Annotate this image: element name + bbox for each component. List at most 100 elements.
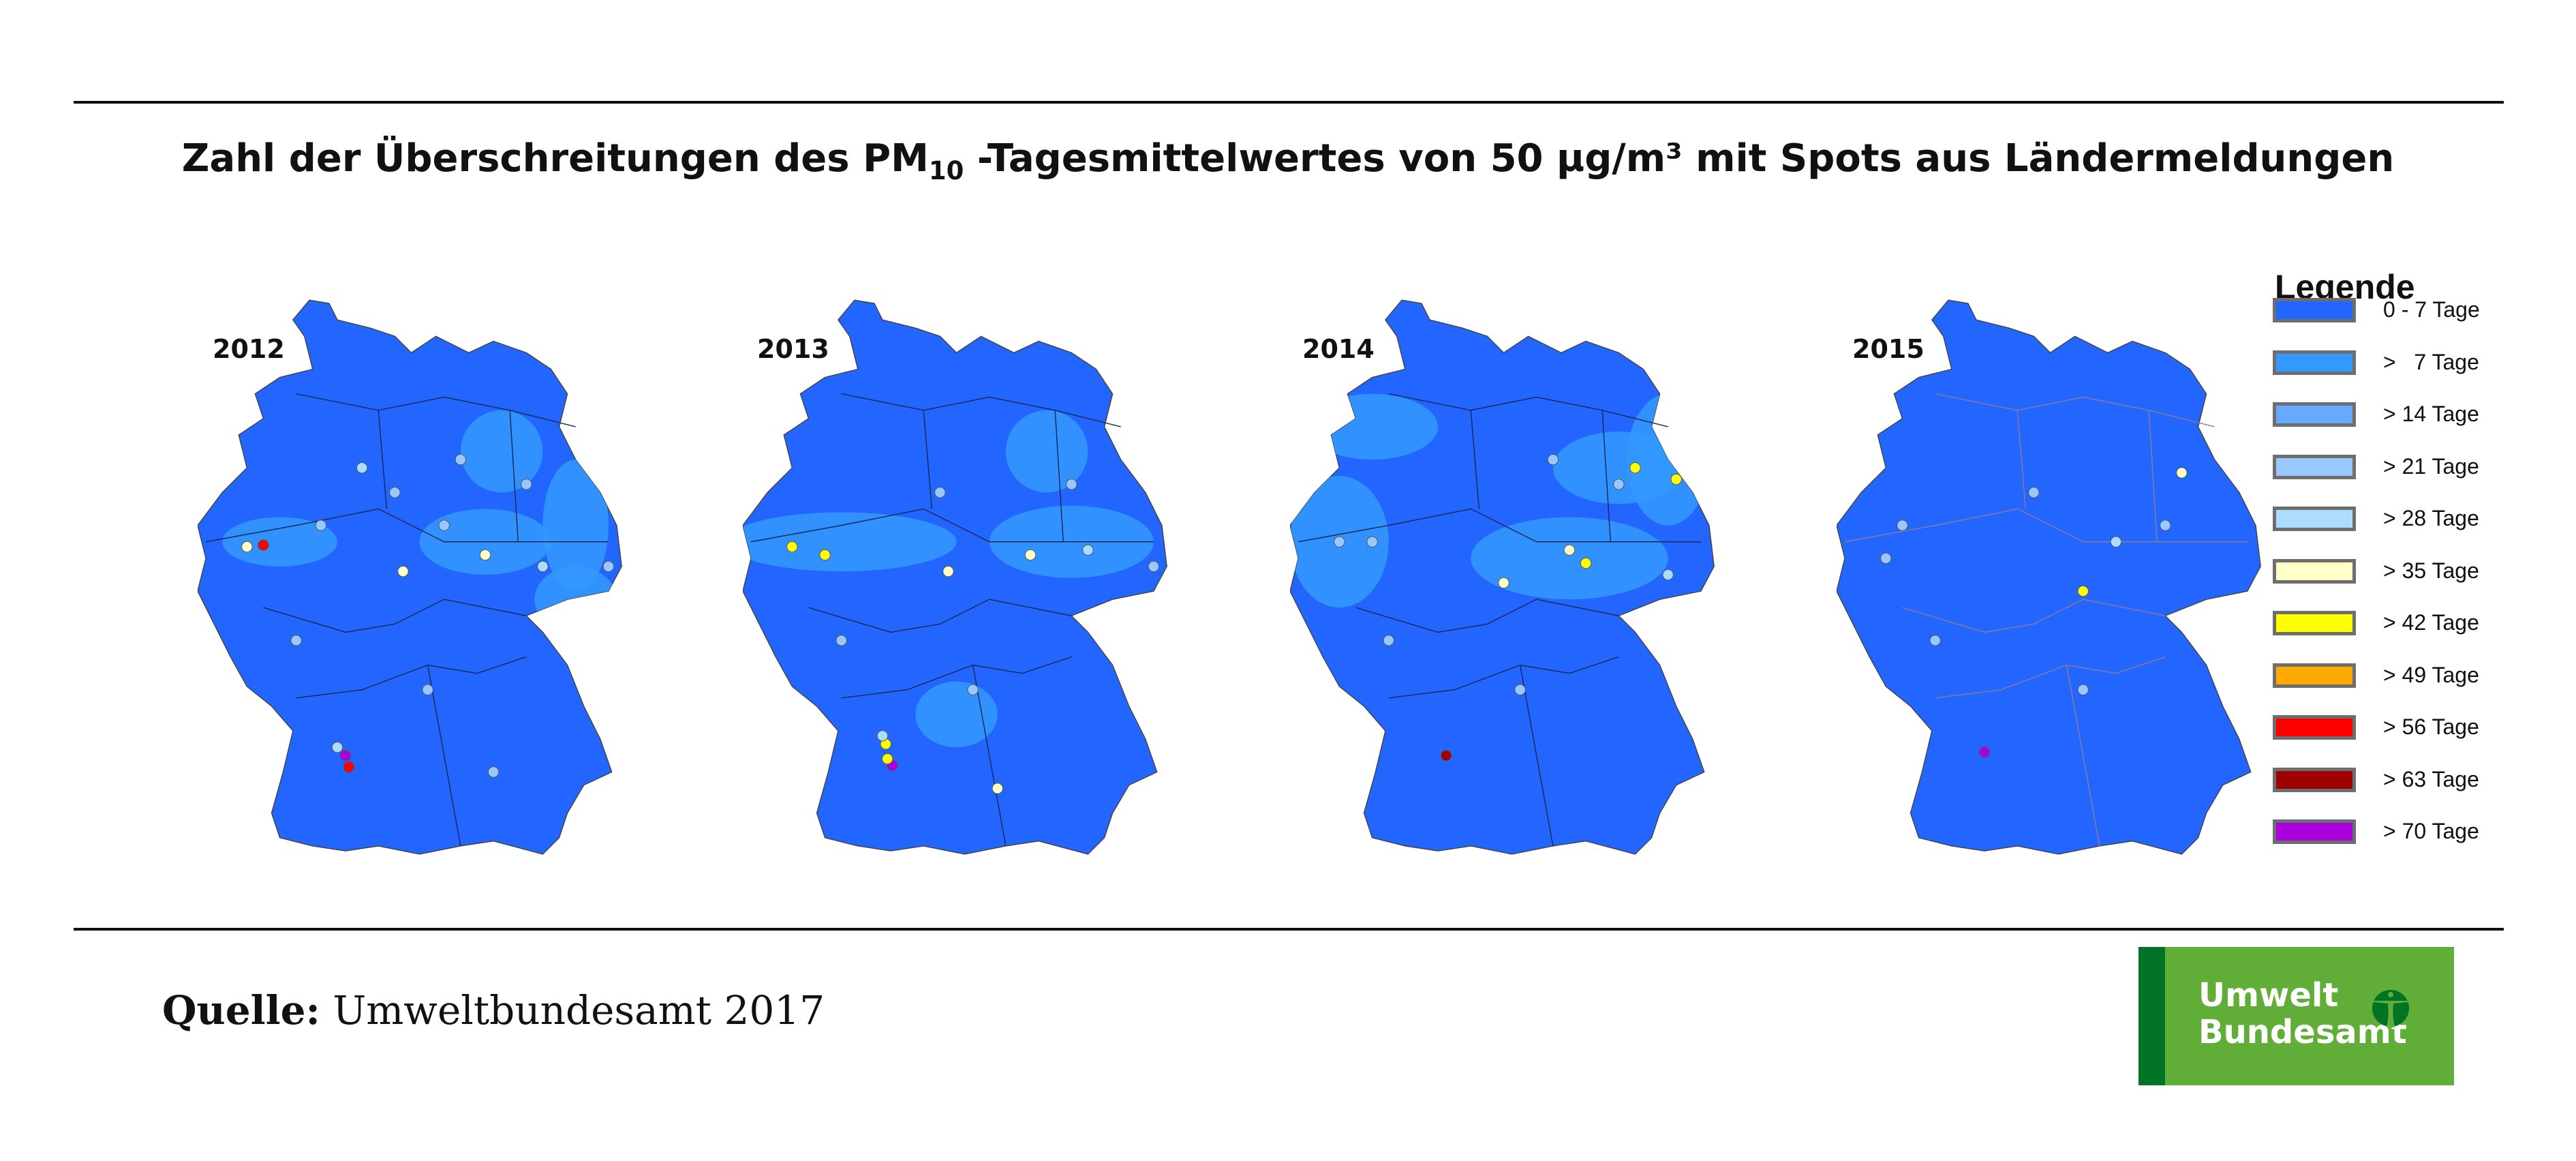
measurement-spot: [1334, 536, 1345, 547]
top-rule: [74, 101, 2504, 104]
measurement-spot: [1897, 519, 1908, 531]
legend-swatch: [2273, 767, 2356, 792]
measurement-spot: [1629, 462, 1641, 474]
legend-label: > 28 Tage: [2383, 506, 2479, 530]
germany-map: [743, 299, 1167, 855]
measurement-spot: [339, 750, 352, 762]
state-border: [1601, 410, 1611, 542]
legend-swatch: [2273, 558, 2356, 584]
legend-swatch: [2273, 819, 2356, 844]
map-2015: [1837, 295, 2264, 862]
state-border: [923, 410, 933, 509]
logo-bar: [2138, 947, 2165, 1085]
state-border: [296, 393, 576, 427]
state-border: [808, 599, 1072, 633]
source-note: Quelle: Umweltbundesamt 2017: [162, 987, 825, 1034]
state-border: [750, 508, 1154, 543]
logo-text: Umwelt Bundesamt: [2198, 977, 2407, 1051]
state-border: [2148, 410, 2158, 542]
measurement-spot: [1613, 479, 1625, 490]
elevated-area: [1005, 410, 1088, 493]
measurement-spot: [1498, 577, 1509, 589]
measurement-spot: [2110, 536, 2122, 547]
state-border: [2017, 410, 2027, 509]
elevated-area: [1306, 393, 1439, 460]
legend-swatch: [2273, 454, 2356, 479]
measurement-spot: [1148, 560, 1160, 573]
legend-item: > 56 Tage: [2273, 714, 2479, 740]
elevated-area: [542, 459, 609, 592]
measurement-spot: [2176, 467, 2188, 479]
measurement-spot: [356, 462, 368, 474]
state-border: [1844, 508, 2248, 543]
elevated-area: [743, 512, 957, 572]
legend-label: > 21 Tage: [2383, 453, 2479, 479]
legend-swatch: [2273, 611, 2356, 635]
measurement-spot: [479, 549, 491, 561]
year-label-2015: 2015: [1852, 334, 1925, 364]
legend-swatch: [2273, 402, 2356, 427]
measurement-spot: [455, 453, 467, 466]
measurement-spot: [1662, 569, 1674, 581]
umweltbundesamt-logo: Umwelt Bundesamt: [2138, 947, 2454, 1085]
legend-item: > 70 Tage: [2273, 819, 2479, 844]
legend-swatch: [2273, 507, 2356, 531]
measurement-spot: [1929, 635, 1941, 646]
germany-map: [198, 299, 622, 855]
legend-swatch: [2273, 663, 2356, 688]
state-border: [1935, 393, 2215, 427]
measurement-spot: [876, 730, 889, 742]
state-border: [1298, 508, 1701, 543]
logo-line2: Bundesamt: [2198, 1013, 2407, 1051]
state-border: [841, 393, 1121, 427]
source-text: Umweltbundesamt 2017: [320, 987, 825, 1034]
legend-item: > 28 Tage: [2273, 506, 2479, 531]
legend-label: > 56 Tage: [2383, 714, 2479, 739]
state-border: [1388, 393, 1668, 427]
state-border: [205, 508, 609, 543]
legend-item: > 49 Tage: [2273, 663, 2479, 688]
legend-label: > 14 Tage: [2383, 402, 2479, 426]
bottom-rule: [74, 928, 2504, 931]
elevated-areas: [743, 410, 1154, 748]
elevated-areas: [222, 410, 617, 633]
title-subscript: 10: [928, 156, 964, 186]
legend-label: > 49 Tage: [2383, 662, 2479, 687]
legend-label: > 63 Tage: [2383, 766, 2479, 791]
state-border: [1902, 599, 2166, 633]
measurement-spot: [397, 565, 409, 577]
germany-map: [1837, 299, 2261, 855]
source-label: Quelle:: [162, 987, 320, 1034]
measurement-spot: [882, 753, 893, 765]
measurement-spot: [942, 565, 954, 577]
measurement-spot: [786, 541, 798, 553]
measurement-spot: [2077, 585, 2089, 597]
measurement-spot: [2077, 684, 2089, 695]
state-border: [296, 656, 527, 699]
measurement-spot: [343, 761, 355, 773]
measurement-spot: [1670, 473, 1682, 485]
state-border: [972, 665, 1007, 847]
legend-item: > 63 Tage: [2273, 767, 2479, 792]
measurement-spot: [438, 519, 450, 531]
elevated-area: [1471, 517, 1668, 600]
country-area: [1837, 299, 2261, 855]
measurement-spot: [1978, 747, 1991, 758]
map-2013: [743, 295, 1170, 862]
elevated-area: [915, 681, 998, 748]
state-border: [509, 410, 519, 542]
legend-label: > 7 Tage: [2383, 349, 2479, 374]
measurement-spot: [1024, 549, 1037, 561]
year-label-2012: 2012: [213, 334, 285, 364]
measurement-spot: [422, 684, 433, 695]
measurement-spot: [1383, 635, 1394, 646]
measurement-spot: [2028, 487, 2040, 498]
title-main: Zahl der Überschreitungen des PM: [181, 136, 929, 181]
elevated-area: [1627, 393, 1709, 526]
measurement-spot: [487, 766, 500, 778]
map-2014: [1290, 295, 1717, 862]
measurement-spot: [967, 684, 979, 695]
measurement-spot: [331, 741, 343, 753]
measurement-spot: [1580, 557, 1592, 569]
legend-label: > 35 Tage: [2383, 558, 2479, 583]
